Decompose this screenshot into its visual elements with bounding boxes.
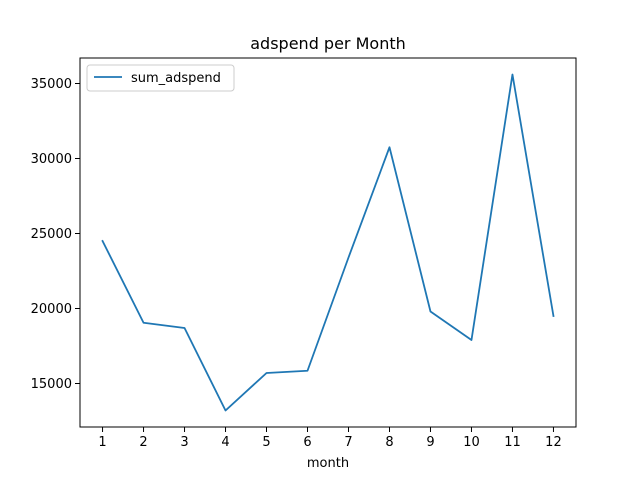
x-axis-ticks: 1 2 3 4 5 6 7 8 9 10 11 12 — [98, 427, 562, 450]
series-line-sum-adspend — [101, 73, 555, 412]
series-layer — [101, 73, 555, 412]
legend-box — [86, 64, 235, 92]
x-tick-label-7: 7 — [344, 435, 352, 450]
x-tick-label-2: 2 — [139, 435, 147, 450]
x-tick-label-8: 8 — [385, 435, 393, 450]
y-axis-ticks: 15000 20000 25000 30000 35000 — [31, 77, 80, 392]
x-tick-label-3: 3 — [180, 435, 188, 450]
chart-title: adspend per Month — [250, 34, 406, 53]
legend-entry-sum-adspend: sum_adspend — [131, 71, 221, 86]
x-tick-label-5: 5 — [262, 435, 270, 450]
x-tick-label-4: 4 — [221, 435, 229, 450]
x-tick-label-6: 6 — [303, 435, 311, 450]
x-tick-label-10: 10 — [463, 435, 480, 450]
axes-frame — [79, 57, 577, 428]
legend: sum_adspend — [86, 64, 235, 92]
y-tick-label-30000: 30000 — [31, 152, 72, 167]
x-tick-label-1: 1 — [98, 435, 106, 450]
x-tick-label-9: 9 — [426, 435, 434, 450]
y-tick-label-20000: 20000 — [31, 302, 72, 317]
y-tick-label-15000: 15000 — [31, 377, 72, 392]
axes-layer — [79, 57, 577, 428]
x-tick-label-11: 11 — [504, 435, 521, 450]
plot-area — [80, 58, 576, 427]
x-tick-label-12: 12 — [545, 435, 562, 450]
y-tick-label-25000: 25000 — [31, 227, 72, 242]
y-tick-label-35000: 35000 — [31, 77, 72, 92]
x-axis-label: month — [307, 456, 349, 471]
